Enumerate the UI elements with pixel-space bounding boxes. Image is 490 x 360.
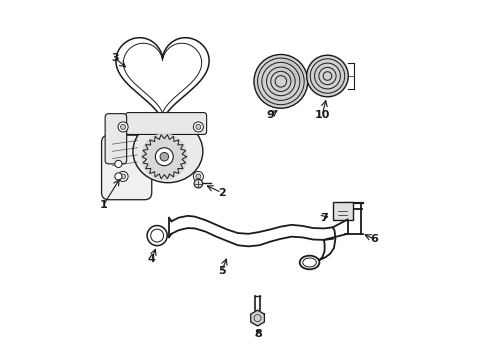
Text: 4: 4: [148, 254, 156, 264]
Text: 3: 3: [111, 53, 119, 63]
Circle shape: [194, 179, 203, 188]
Ellipse shape: [300, 256, 319, 269]
Text: 5: 5: [218, 266, 225, 276]
Circle shape: [307, 55, 348, 97]
Circle shape: [194, 171, 203, 181]
Text: 6: 6: [370, 234, 378, 244]
Circle shape: [121, 125, 125, 130]
Polygon shape: [172, 216, 333, 246]
Text: 9: 9: [266, 111, 274, 121]
Text: 8: 8: [255, 329, 263, 339]
Circle shape: [147, 226, 167, 246]
Polygon shape: [304, 227, 335, 264]
Text: 7: 7: [320, 213, 328, 222]
Circle shape: [160, 152, 169, 161]
FancyBboxPatch shape: [105, 114, 126, 164]
Circle shape: [115, 160, 122, 167]
Ellipse shape: [133, 120, 203, 183]
Circle shape: [155, 148, 173, 166]
Circle shape: [118, 171, 128, 181]
FancyBboxPatch shape: [101, 135, 152, 200]
Text: 2: 2: [218, 188, 225, 198]
Text: 10: 10: [315, 111, 330, 121]
FancyBboxPatch shape: [333, 202, 353, 220]
Circle shape: [115, 173, 122, 180]
Circle shape: [121, 174, 125, 179]
Circle shape: [254, 54, 308, 108]
Circle shape: [194, 122, 203, 132]
FancyBboxPatch shape: [125, 113, 207, 134]
Circle shape: [141, 134, 188, 180]
Text: 1: 1: [99, 200, 107, 210]
Circle shape: [118, 122, 128, 132]
Circle shape: [196, 125, 201, 130]
Circle shape: [196, 174, 201, 179]
Polygon shape: [251, 310, 265, 326]
